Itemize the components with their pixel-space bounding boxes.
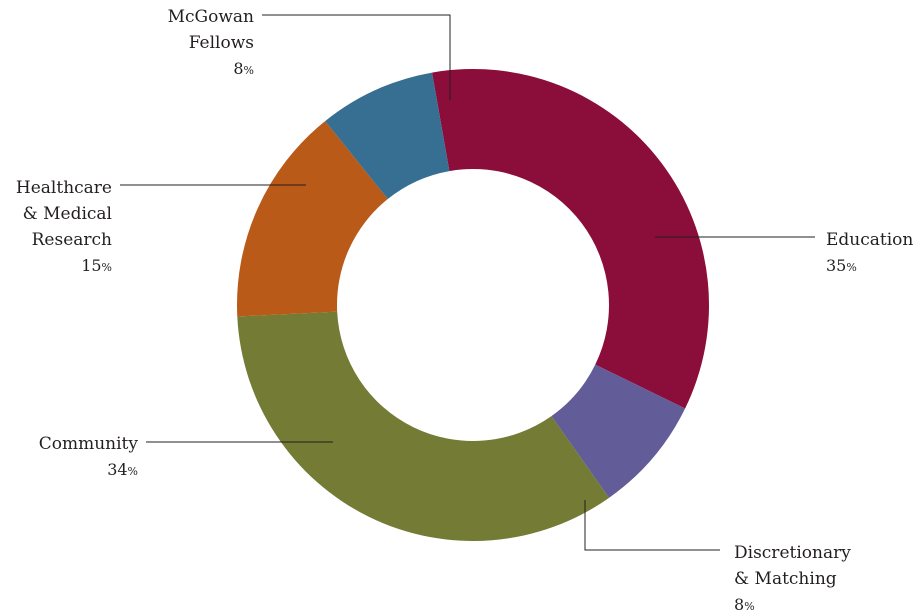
value-label-discretionary-and-matching: 8%: [734, 595, 755, 614]
label-discretionary-and-matching-line-2: & Matching: [734, 569, 837, 589]
label-mcgowan-fellows-line-1: McGowan: [168, 7, 254, 27]
value-label-mcgowan-fellows: 8%: [233, 59, 254, 78]
label-healthcare-and-medical-research-line-2: & Medical: [23, 204, 112, 224]
slice-community: [237, 311, 610, 541]
slice-healthcare-and-medical-research: [237, 121, 388, 317]
label-healthcare-and-medical-research-line-1: Healthcare: [16, 178, 112, 198]
leader-line-mcgowan-fellows: [262, 14, 451, 100]
leader-lines-group: [120, 14, 815, 551]
value-label-education: 35%: [826, 256, 857, 275]
label-discretionary-and-matching-line-1: Discretionary: [734, 543, 851, 563]
label-mcgowan-fellows-line-2: Fellows: [189, 33, 254, 53]
label-community: Community: [39, 434, 139, 454]
leader-line-discretionary-and-matching: [584, 500, 720, 551]
label-healthcare-and-medical-research-line-3: Research: [32, 230, 112, 250]
slice-discretionary-and-matching: [551, 364, 686, 498]
slices-group: [237, 69, 710, 541]
slice-education: [432, 69, 710, 409]
label-education: Education: [826, 230, 913, 250]
value-label-community: 34%: [107, 460, 138, 479]
labels-group: Education 35% Discretionary & Matching 8% Com…: [16, 7, 913, 614]
value-label-healthcare-and-medical-research: 15%: [81, 256, 112, 275]
slice-mcgowan-fellows: [325, 72, 450, 200]
